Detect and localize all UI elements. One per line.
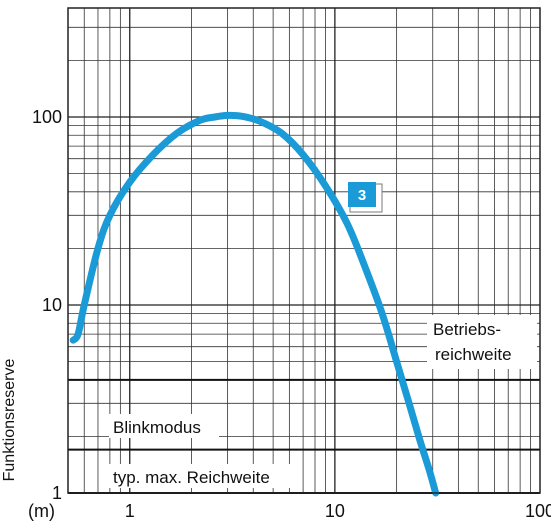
x-unit-label: (m): [28, 501, 55, 521]
plot-frame: [67, 7, 541, 494]
y-tick-label: 1: [52, 483, 62, 503]
series-3-line: [69, 111, 440, 497]
betriebs-label-line1: Betriebs-: [433, 320, 501, 339]
series-badge: 3: [348, 182, 383, 213]
annotations: Betriebs- reichweite Blinkmodus typ. max…: [109, 315, 537, 488]
max-reichweite-label: typ. max. Reichweite: [113, 468, 270, 487]
grid-major: [68, 8, 540, 493]
y-tick-labels: 1 10 100: [32, 107, 62, 503]
betriebs-label-line2: reichweite: [435, 345, 512, 364]
y-tick-label: 10: [42, 295, 62, 315]
x-tick-label: 1: [125, 501, 135, 521]
series-badge-box: [348, 182, 376, 207]
betriebs-label-box: [427, 315, 537, 369]
x-tick-label: 10: [325, 501, 345, 521]
y-axis-label: Funktionsreserve: [1, 359, 18, 482]
blinkmodus-label-box: [109, 414, 219, 438]
x-tick-labels: 1 10 100: [125, 501, 551, 521]
x-tick-label: 100: [525, 501, 551, 521]
blinkmodus-label: Blinkmodus: [113, 418, 201, 437]
y-tick-label: 100: [32, 107, 62, 127]
max-reichweite-label-box: [109, 464, 299, 488]
series-badge-label: 3: [358, 187, 366, 204]
